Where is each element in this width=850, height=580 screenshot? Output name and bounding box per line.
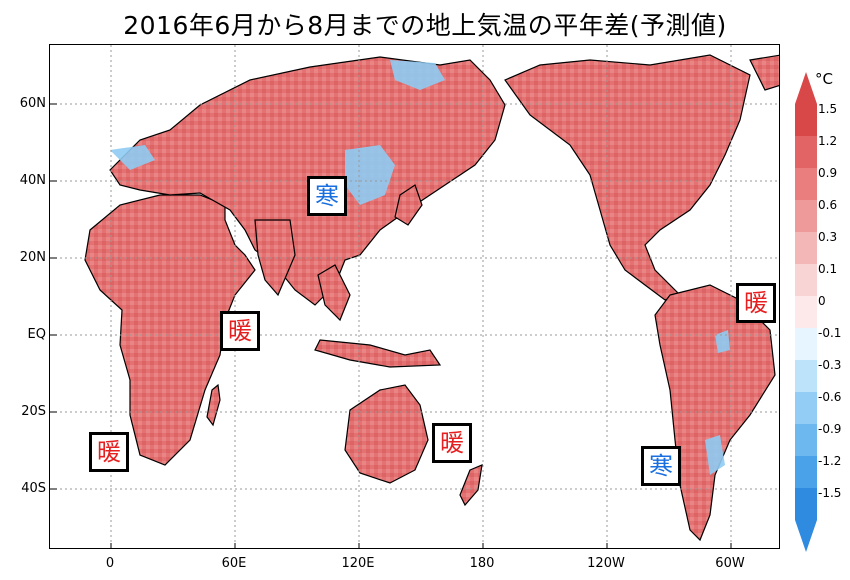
colorbar-cell <box>795 136 817 168</box>
colorbar-label: 0.1 <box>818 262 838 276</box>
colorbar-cell <box>795 232 817 264</box>
southeast-asia-landmass <box>317 264 351 322</box>
badge-south-america-south: 寒 <box>641 446 681 486</box>
colorbar-cell <box>795 104 817 136</box>
colorbar-label: 0 <box>818 294 826 308</box>
lon-label-120w: 120W <box>587 556 625 571</box>
australia-landmass <box>344 384 429 484</box>
badge-south-america-east: 暖 <box>736 283 776 323</box>
siberia-cold-patch <box>390 60 445 90</box>
colorbar-label: -1.5 <box>818 486 842 500</box>
badge-east-asia: 寒 <box>307 176 347 216</box>
lat-label-40n: 40N <box>19 173 46 188</box>
badge-tasman-sea: 暖 <box>432 423 472 463</box>
map-title: 2016年6月から8月までの地上気温の平年差(予測値) <box>123 11 727 40</box>
colorbar-label: -0.3 <box>818 358 842 372</box>
brazil-cold-patch <box>715 330 730 353</box>
lon-label-60e: 60E <box>221 556 247 571</box>
colorbar-cell <box>795 168 817 200</box>
colorbar-cell <box>795 424 817 456</box>
colorbar-cell <box>795 200 817 232</box>
colorbar-label: -0.6 <box>818 390 842 404</box>
colorbar-unit: °C <box>815 70 833 88</box>
new-zealand-landmass <box>459 464 483 507</box>
colorbar-cell <box>795 296 817 328</box>
greenland-landmass <box>749 54 779 91</box>
colorbar-cell <box>795 264 817 296</box>
colorbar-top-arrow <box>795 72 817 104</box>
map-area <box>49 44 780 549</box>
colorbar-label: -0.9 <box>818 422 842 436</box>
lat-label-20n: 20N <box>19 250 46 265</box>
lon-label-0: 0 <box>105 556 115 571</box>
east-asia-cold-patch <box>345 145 395 205</box>
colorbar-label: 1.2 <box>818 134 838 148</box>
colorbar-label: 0.6 <box>818 198 838 212</box>
japan-landmass <box>394 184 423 226</box>
lon-label-180: 180 <box>469 556 495 571</box>
north-america-landmass <box>504 54 751 301</box>
central-asia-cold-patch <box>110 145 155 170</box>
colorbar-label: -0.1 <box>818 326 842 340</box>
colorbar-cell <box>795 328 817 360</box>
lat-label-20s: 20S <box>21 404 46 419</box>
colorbar-label: 0.3 <box>818 230 838 244</box>
lat-label-60n: 60N <box>19 96 46 111</box>
colorbar-label: -1.2 <box>818 454 842 468</box>
badge-indian-ocean: 暖 <box>220 311 260 351</box>
colorbar-label: 0.9 <box>818 166 838 180</box>
lon-label-120e: 120E <box>341 556 375 571</box>
badge-southern-africa: 暖 <box>89 432 129 472</box>
colorbar-cell <box>795 488 817 520</box>
colorbar-cell <box>795 456 817 488</box>
lat-label-eq: EQ <box>27 327 46 342</box>
colorbar-cell <box>795 392 817 424</box>
colorbar <box>795 72 817 552</box>
lat-label-40s: 40S <box>21 481 46 496</box>
south-america-cold-patch <box>705 435 725 475</box>
colorbar-bottom-arrow <box>795 520 817 552</box>
temperature-anomaly-map <box>50 45 779 548</box>
lon-label-60w: 60W <box>715 556 745 571</box>
indonesia-landmass <box>314 339 442 368</box>
colorbar-cell <box>795 360 817 392</box>
colorbar-label: 1.5 <box>818 102 838 116</box>
